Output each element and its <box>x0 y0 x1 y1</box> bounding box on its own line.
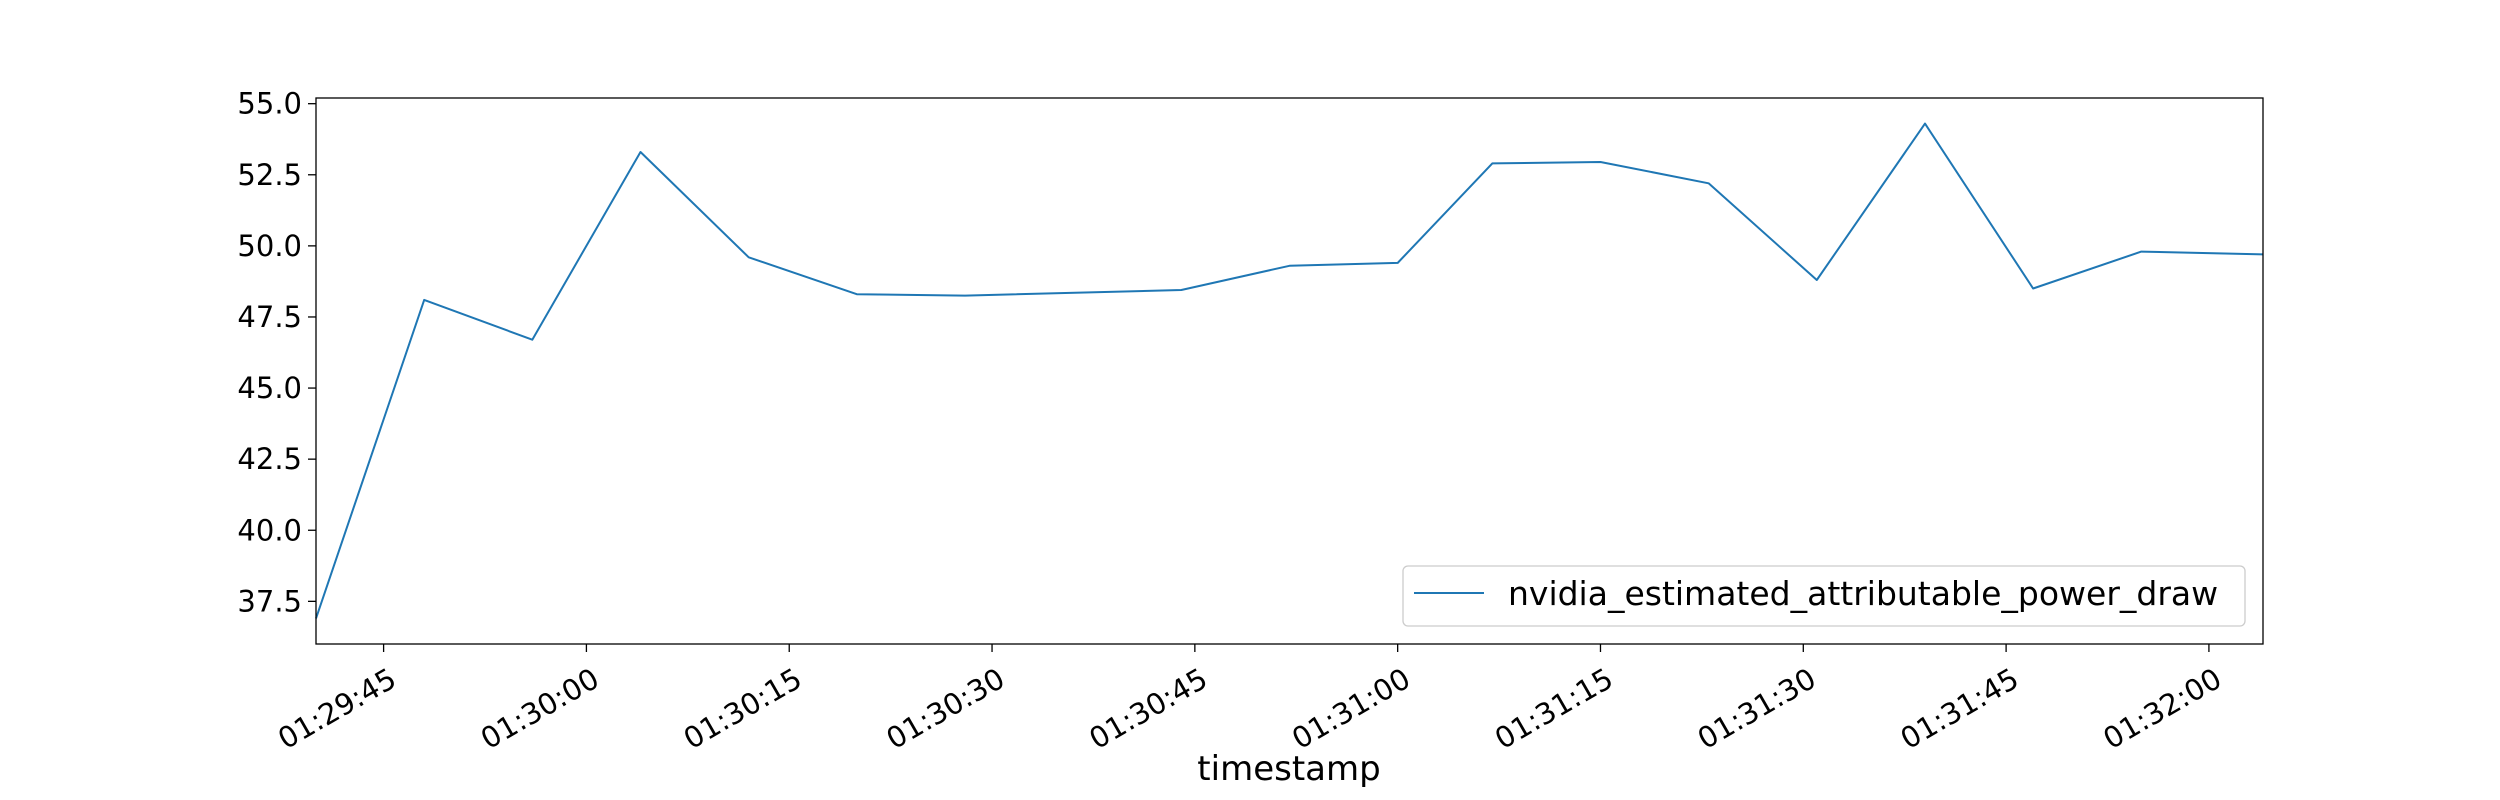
y-tick-label: 52.5 <box>237 158 302 192</box>
x-tick-label: 01:31:15 <box>1489 661 1619 756</box>
y-tick-label: 40.0 <box>237 513 302 547</box>
x-tick-label: 01:30:00 <box>475 661 605 756</box>
x-tick-label: 01:30:15 <box>678 661 808 756</box>
x-tick-label: 01:31:45 <box>1895 661 2025 756</box>
series-line <box>315 122 2264 619</box>
legend-box <box>1402 565 2246 627</box>
y-axis: 37.5 40.0 42.5 45.0 47.5 50.0 52.5 55.0 <box>237 87 316 618</box>
y-tick-label: 37.5 <box>237 584 302 618</box>
x-tick-label: 01:31:00 <box>1286 661 1416 756</box>
legend-label: nvidia_estimated_attributable_power_draw <box>1508 574 2218 613</box>
y-tick-label: 47.5 <box>237 300 302 334</box>
y-tick-label: 45.0 <box>237 371 302 405</box>
x-tick-label: 01:31:30 <box>1692 661 1822 756</box>
y-tick-label: 50.0 <box>237 229 302 263</box>
x-axis-title: timestamp <box>1197 749 1380 789</box>
legend: nvidia_estimated_attributable_power_draw <box>1402 565 2246 627</box>
x-tick-label: 01:30:45 <box>1083 661 1213 756</box>
y-tick-label: 55.0 <box>237 87 302 121</box>
x-tick-label: 01:32:00 <box>2097 661 2227 756</box>
plot-frame <box>315 97 2264 645</box>
y-tick-label: 42.5 <box>237 442 302 476</box>
plot-area <box>316 98 2263 644</box>
x-tick-label: 01:29:45 <box>272 661 402 756</box>
series-layer <box>315 122 2264 619</box>
x-tick-label: 01:30:30 <box>881 661 1011 756</box>
x-axis: 01:29:45 01:30:00 01:30:15 01:30:30 01:30:45… <box>272 644 2227 756</box>
